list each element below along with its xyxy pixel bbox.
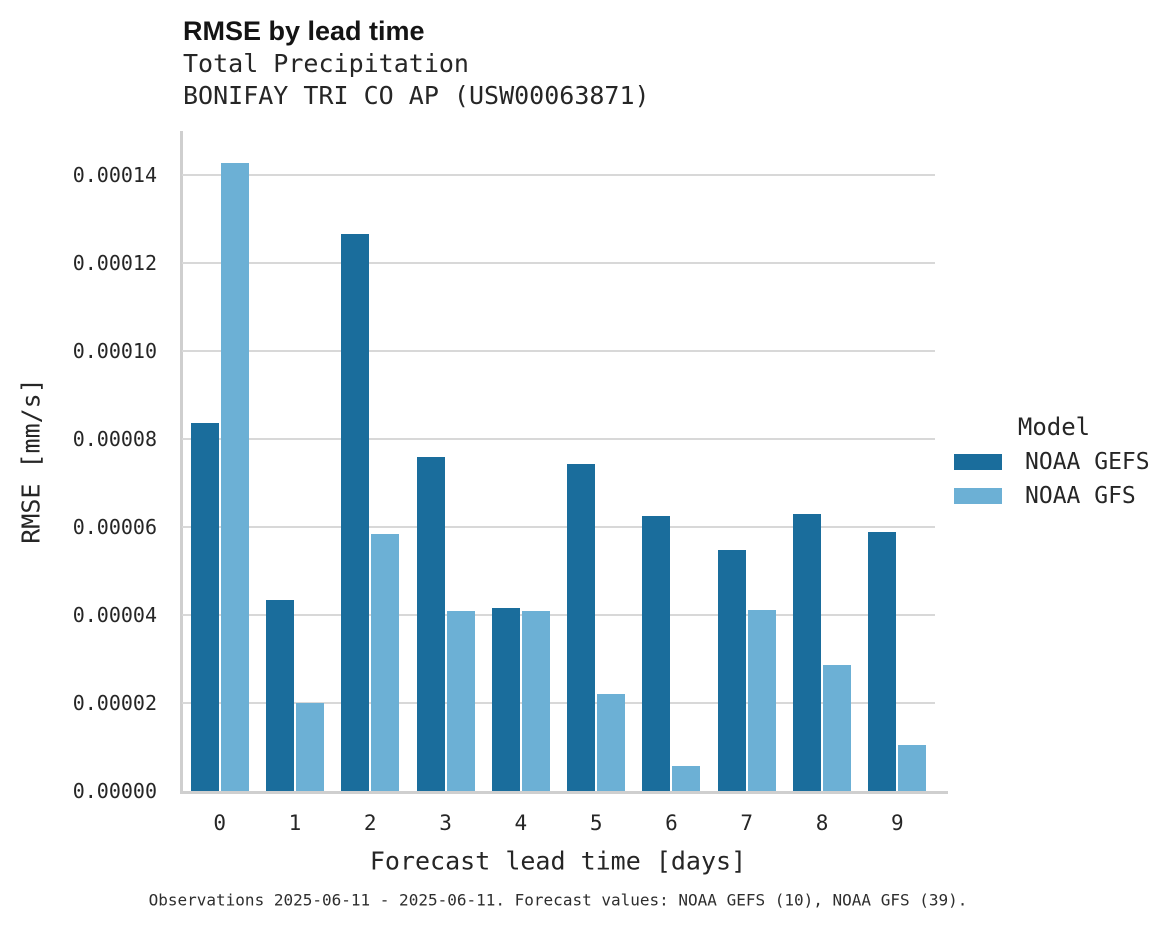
legend-item-gfs: NOAA GFS <box>954 479 1154 513</box>
x-tick-label: 5 <box>589 811 603 835</box>
bar-noaa-gefs-lead-1 <box>265 600 294 791</box>
bar-noaa-gefs-lead-4 <box>491 608 520 791</box>
gefs-swatch-icon <box>954 454 1002 470</box>
bar-noaa-gfs-lead-8 <box>823 665 852 791</box>
legend: Model NOAA GEFS NOAA GFS <box>954 409 1154 513</box>
x-tick-label: 3 <box>439 811 452 835</box>
bar-noaa-gefs-lead-0 <box>190 423 219 791</box>
y-tick-label: 0.00006 <box>72 515 157 539</box>
chart-title: RMSE by lead time <box>183 16 425 46</box>
bar-noaa-gefs-lead-6 <box>642 516 671 791</box>
bar-noaa-gefs-lead-9 <box>868 532 897 791</box>
gridline <box>182 174 935 176</box>
gridline <box>182 262 935 264</box>
y-tick-label: 0.00010 <box>72 339 157 363</box>
gridline <box>182 702 935 704</box>
y-tick-label: 0.00008 <box>72 427 157 451</box>
bar-noaa-gfs-lead-9 <box>898 745 927 791</box>
bar-noaa-gefs-lead-5 <box>567 464 596 791</box>
x-axis-title: Forecast lead time [days] <box>369 846 747 876</box>
x-tick-label: 1 <box>288 811 302 835</box>
chart-subtitle-variable: Total Precipitation <box>183 49 469 78</box>
x-tick-label: 4 <box>514 811 528 835</box>
bar-noaa-gfs-lead-0 <box>220 163 249 791</box>
bar-noaa-gfs-lead-4 <box>521 611 550 791</box>
bar-noaa-gfs-lead-6 <box>672 766 701 791</box>
bar-noaa-gefs-lead-7 <box>717 550 746 791</box>
plot-area <box>182 131 935 791</box>
x-tick-label: 7 <box>740 811 754 835</box>
bar-noaa-gefs-lead-8 <box>793 514 822 791</box>
bar-noaa-gfs-lead-2 <box>371 534 400 791</box>
chart-subtitle-station: BONIFAY TRI CO AP (USW00063871) <box>183 81 650 110</box>
y-tick-label: 0.00002 <box>72 691 157 715</box>
bar-noaa-gfs-lead-3 <box>446 611 475 791</box>
y-tick-label: 0.00012 <box>72 251 157 275</box>
x-tick-label: 2 <box>363 811 377 835</box>
gridline <box>182 526 935 528</box>
x-tick-label: 6 <box>665 811 678 835</box>
legend-title: Model <box>1017 413 1091 441</box>
x-tick-label: 8 <box>815 811 829 835</box>
gridline <box>182 438 935 440</box>
legend-item-label: NOAA GEFS <box>1025 449 1150 475</box>
y-tick-label: 0.00004 <box>72 603 157 627</box>
bar-noaa-gfs-lead-5 <box>597 694 626 791</box>
x-tick-label: 0 <box>213 811 226 835</box>
title-block: RMSE by lead time Total Precipitation BO… <box>183 14 650 112</box>
y-axis-title: RMSE [mm/s] <box>16 378 46 544</box>
bar-noaa-gefs-lead-2 <box>341 234 370 791</box>
bar-noaa-gefs-lead-3 <box>416 457 445 791</box>
gridline <box>182 614 935 616</box>
gridline <box>182 350 935 352</box>
legend-item-label: NOAA GFS <box>1025 483 1136 509</box>
bar-noaa-gfs-lead-7 <box>747 610 776 791</box>
y-tick-label: 0.00014 <box>72 163 157 187</box>
y-tick-label: 0.00000 <box>72 779 157 803</box>
legend-item-gefs: NOAA GEFS <box>954 445 1154 479</box>
x-axis-line <box>180 791 948 794</box>
y-axis-spine <box>180 131 183 794</box>
caption: Observations 2025-06-11 - 2025-06-11. Fo… <box>148 890 968 910</box>
bar-noaa-gfs-lead-1 <box>295 703 324 791</box>
gfs-swatch-icon <box>954 488 1002 504</box>
x-tick-label: 9 <box>891 811 904 835</box>
